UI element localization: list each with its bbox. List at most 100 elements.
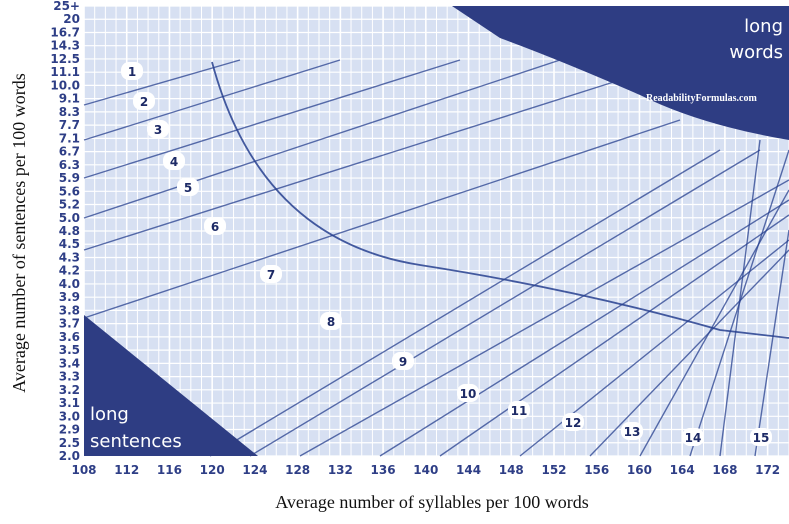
x-tick-label: 116 [157, 463, 182, 477]
grade-line [83, 59, 341, 141]
grade-label: 4 [170, 155, 178, 169]
grade-label-bg [682, 428, 704, 446]
grade-label-bg [621, 422, 643, 440]
y-tick-label: 14.3 [50, 39, 80, 53]
grade-label: 10 [460, 387, 477, 401]
y-tick-label: 3.7 [59, 317, 80, 331]
grade-label-bg [147, 120, 169, 138]
x-tick-labels: 108 112 116 120 124 128 132 136 140 144 148 152 156 1… [71, 463, 780, 477]
x-tick-label: 148 [499, 463, 524, 477]
x-tick-label: 144 [456, 463, 481, 477]
grade-label-bg [508, 401, 530, 419]
y-tick-label: 3.0 [59, 409, 80, 423]
grade-label: 7 [267, 268, 275, 282]
x-tick-label: 140 [413, 463, 438, 477]
y-tick-label: 5.9 [59, 171, 80, 185]
grade-label: 9 [399, 355, 407, 369]
y-tick-label: 3.5 [59, 343, 80, 357]
grade-label-bg [260, 265, 282, 283]
region-long-words [452, 6, 789, 140]
grade-label: 11 [511, 404, 528, 418]
x-tick-label: 112 [114, 463, 139, 477]
grade-line [439, 214, 789, 457]
grade-line [589, 249, 789, 457]
grade-line [299, 179, 789, 457]
watermark: ReadabilityFormulas.com [646, 93, 757, 104]
grade-label-bg [320, 312, 342, 330]
grade-line [83, 59, 561, 219]
y-axis-label: Average number of sentences per 100 word… [9, 73, 29, 393]
grade-lines [83, 59, 789, 457]
y-tick-label: 2.5 [59, 436, 80, 450]
y-tick-label: 4.2 [59, 264, 80, 278]
region-label-long-words-1: long [744, 16, 783, 37]
y-tick-label: 5.6 [59, 184, 80, 198]
x-axis-label: Average number of syllables per 100 word… [275, 492, 589, 512]
grade-label: 1 [128, 65, 136, 79]
y-tick-label: 9.1 [59, 92, 80, 106]
grade-label-bg [133, 92, 155, 110]
y-tick-label: 7.7 [59, 118, 80, 132]
grade-label: 15 [753, 431, 770, 445]
grade-line [249, 149, 761, 457]
y-tick-label: 5.0 [59, 211, 80, 225]
y-tick-label: 3.1 [59, 396, 80, 410]
region-label-long-sentences-1: long [90, 404, 129, 425]
x-tick-label: 132 [328, 463, 353, 477]
x-tick-label: 120 [200, 463, 225, 477]
x-tick-label: 168 [712, 463, 737, 477]
curve [211, 61, 789, 339]
grade-label: 2 [140, 95, 148, 109]
grade-line [639, 189, 789, 457]
grade-label-bg [177, 178, 199, 196]
y-tick-label: 6.7 [59, 145, 80, 159]
y-tick-label: 3.2 [59, 383, 80, 397]
regions [84, 6, 789, 456]
y-tick-label: 16.7 [50, 25, 80, 39]
grade-label: 12 [565, 416, 582, 430]
y-tick-label: 4.0 [59, 277, 80, 291]
y-tick-label: 3.6 [59, 330, 80, 344]
x-tick-label: 164 [670, 463, 695, 477]
grade-label: 8 [327, 315, 335, 329]
grade-label-bg [750, 428, 772, 446]
x-tick-label: 160 [627, 463, 652, 477]
grade-label-bg [457, 384, 479, 402]
grade-label-bg [204, 217, 226, 235]
y-tick-label: 25+ [53, 0, 80, 13]
region-long-sentences [84, 315, 258, 456]
y-tick-label: 4.5 [59, 237, 80, 251]
grade-label-bg [562, 413, 584, 431]
y-tick-label: 4.8 [59, 224, 80, 238]
y-tick-label: 10.0 [50, 78, 80, 92]
grade-line [83, 59, 241, 106]
grade-line [83, 79, 621, 251]
y-tick-label: 3.9 [59, 290, 80, 304]
grade-line [209, 149, 721, 457]
grade-label-bg [392, 352, 414, 370]
grade-line [83, 119, 681, 319]
x-tick-label: 152 [541, 463, 566, 477]
x-tick-label: 124 [242, 463, 267, 477]
grade-label-bg [163, 152, 185, 170]
y-tick-label: 7.1 [59, 131, 80, 145]
grade-line [719, 139, 761, 457]
divide-curve [211, 61, 789, 339]
grade-label: 14 [685, 431, 702, 445]
region-label-long-words-2: words [729, 42, 783, 63]
y-tick-label: 20 [63, 12, 80, 26]
y-tick-label: 3.4 [59, 356, 80, 370]
y-tick-label: 8.3 [59, 105, 80, 119]
x-tick-label: 108 [71, 463, 96, 477]
y-tick-label: 2.0 [59, 449, 80, 463]
y-tick-label: 6.3 [59, 158, 80, 172]
grade-line [379, 199, 789, 457]
grade-label-bg [121, 62, 143, 80]
x-tick-label: 128 [285, 463, 310, 477]
grade-label: 6 [211, 220, 219, 234]
x-tick-label: 136 [371, 463, 396, 477]
y-tick-label: 4.3 [59, 250, 80, 264]
y-tick-label: 11.1 [50, 65, 80, 79]
